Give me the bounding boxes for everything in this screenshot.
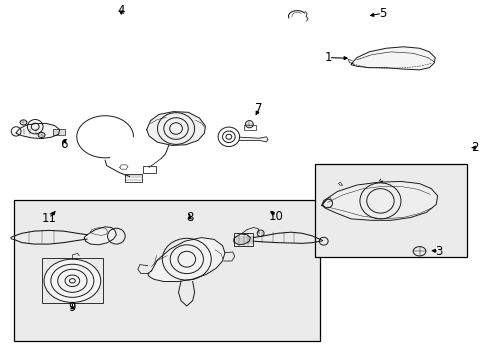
Polygon shape bbox=[321, 181, 437, 220]
Bar bbox=[142, 166, 156, 173]
Text: 5: 5 bbox=[378, 7, 386, 20]
Text: 7: 7 bbox=[255, 102, 263, 115]
Ellipse shape bbox=[44, 259, 101, 302]
Text: 2: 2 bbox=[470, 141, 478, 154]
Text: 4: 4 bbox=[117, 4, 125, 17]
Text: 9: 9 bbox=[68, 301, 76, 314]
Bar bbox=[124, 174, 142, 182]
Bar bbox=[42, 258, 102, 303]
Polygon shape bbox=[16, 123, 60, 139]
Polygon shape bbox=[147, 238, 224, 282]
Text: 1: 1 bbox=[324, 51, 332, 64]
Polygon shape bbox=[350, 47, 434, 70]
Text: 6: 6 bbox=[60, 138, 67, 150]
Polygon shape bbox=[233, 234, 250, 245]
Bar bbox=[315, 164, 466, 257]
Text: 11: 11 bbox=[41, 212, 56, 225]
Polygon shape bbox=[84, 227, 116, 245]
Text: 3: 3 bbox=[434, 245, 442, 258]
Polygon shape bbox=[146, 112, 205, 145]
Text: 10: 10 bbox=[268, 210, 283, 222]
Bar bbox=[14, 200, 320, 341]
Bar bbox=[243, 125, 256, 130]
Polygon shape bbox=[239, 137, 267, 142]
Text: 8: 8 bbox=[185, 211, 193, 224]
Bar bbox=[233, 233, 253, 246]
Bar bbox=[53, 129, 65, 135]
